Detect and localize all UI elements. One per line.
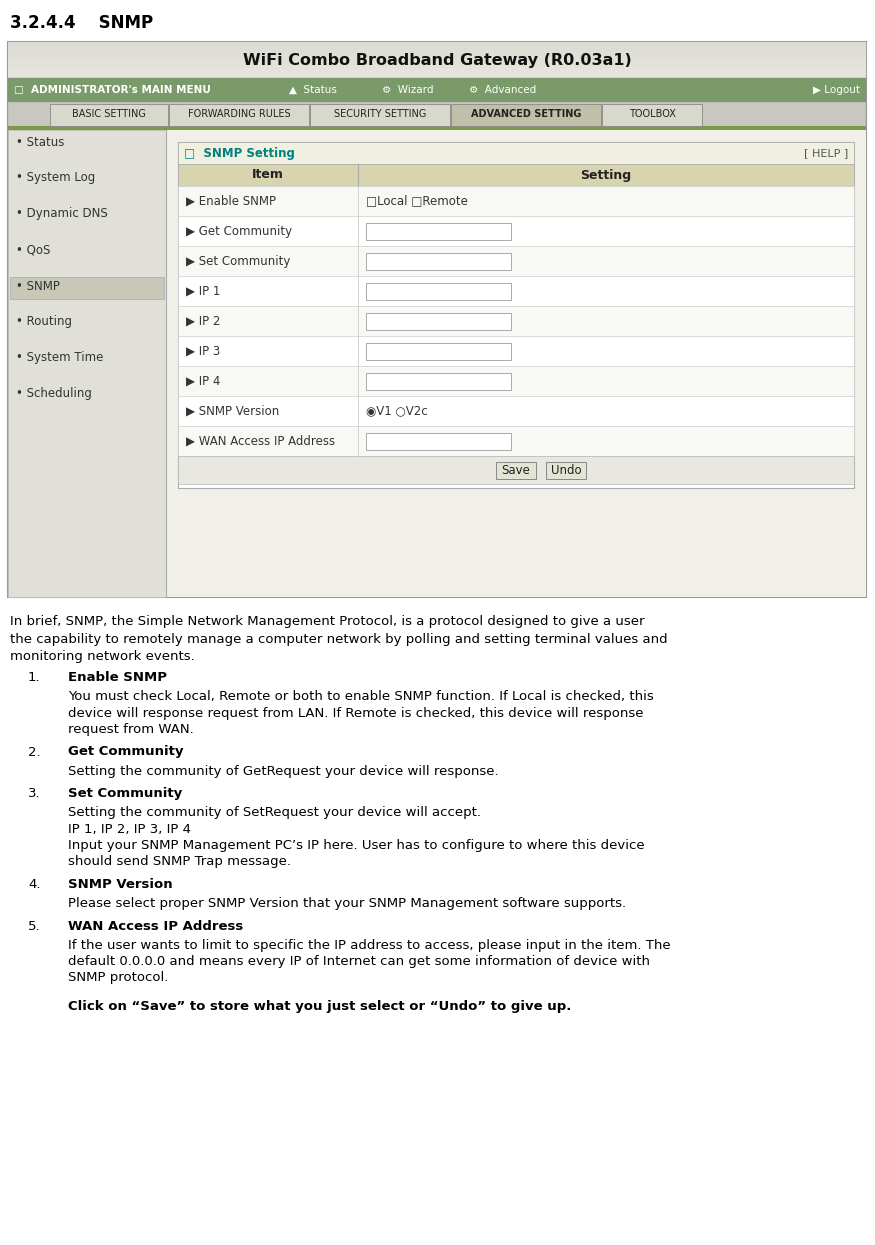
Bar bbox=[8, 102, 866, 129]
Text: ▶ IP 2: ▶ IP 2 bbox=[186, 315, 220, 327]
Text: Undo: Undo bbox=[550, 463, 581, 477]
Text: 2.: 2. bbox=[28, 746, 40, 758]
Text: TOOLBOX: TOOLBOX bbox=[628, 110, 676, 120]
Bar bbox=[178, 426, 854, 456]
Text: • QoS: • QoS bbox=[16, 244, 51, 256]
Text: should send SNMP Trap message.: should send SNMP Trap message. bbox=[68, 855, 291, 869]
Text: In brief, SNMP, the Simple Network Management Protocol, is a protocol designed t: In brief, SNMP, the Simple Network Manag… bbox=[10, 615, 668, 664]
Text: Save: Save bbox=[501, 463, 530, 477]
Text: ◉V1 ○V2c: ◉V1 ○V2c bbox=[366, 405, 428, 417]
Text: SECURITY SETTING: SECURITY SETTING bbox=[334, 110, 426, 120]
Text: If the user wants to limit to specific the IP address to access, please input in: If the user wants to limit to specific t… bbox=[68, 939, 670, 951]
Text: ▶ SNMP Version: ▶ SNMP Version bbox=[186, 405, 279, 417]
Text: ⚙  Advanced: ⚙ Advanced bbox=[469, 85, 536, 95]
Text: • Routing: • Routing bbox=[16, 315, 72, 329]
Bar bbox=[366, 432, 511, 449]
Text: You must check Local, Remote or both to enable SNMP function. If Local is checke: You must check Local, Remote or both to … bbox=[68, 690, 654, 703]
Text: WiFi Combo Broadband Gateway (R0.03a1): WiFi Combo Broadband Gateway (R0.03a1) bbox=[242, 52, 632, 67]
Text: 3.2.4.4    SNMP: 3.2.4.4 SNMP bbox=[10, 14, 153, 32]
Text: ▶ Get Community: ▶ Get Community bbox=[186, 224, 292, 238]
Text: ▶ Set Community: ▶ Set Community bbox=[186, 254, 290, 268]
Text: • System Time: • System Time bbox=[16, 351, 103, 365]
Bar bbox=[10, 276, 164, 299]
Bar bbox=[178, 164, 854, 186]
Bar bbox=[451, 105, 601, 126]
Text: ▶ IP 4: ▶ IP 4 bbox=[186, 375, 220, 387]
Text: ▶ Enable SNMP: ▶ Enable SNMP bbox=[186, 194, 276, 208]
Bar bbox=[366, 312, 511, 330]
Text: default 0.0.0.0 and means every IP of Internet can get some information of devic: default 0.0.0.0 and means every IP of In… bbox=[68, 955, 650, 969]
Text: ⚙  Wizard: ⚙ Wizard bbox=[382, 85, 434, 95]
Text: Setting the community of GetRequest your device will response.: Setting the community of GetRequest your… bbox=[68, 764, 499, 777]
Text: □Local □Remote: □Local □Remote bbox=[366, 194, 468, 208]
Bar bbox=[178, 336, 854, 366]
Text: Get Community: Get Community bbox=[68, 746, 184, 758]
Bar bbox=[546, 462, 586, 478]
Text: Set Community: Set Community bbox=[68, 787, 182, 801]
Bar bbox=[8, 42, 866, 78]
Text: □  ADMINISTRATOR's MAIN MENU: □ ADMINISTRATOR's MAIN MENU bbox=[14, 85, 211, 95]
Text: ▶ IP 1: ▶ IP 1 bbox=[186, 285, 220, 298]
Text: SNMP Version: SNMP Version bbox=[68, 878, 172, 891]
Text: WAN Access IP Address: WAN Access IP Address bbox=[68, 920, 243, 933]
Bar bbox=[8, 129, 166, 598]
Text: Item: Item bbox=[252, 168, 284, 182]
Text: Click on “Save” to store what you just select or “Undo” to give up.: Click on “Save” to store what you just s… bbox=[68, 1000, 571, 1013]
Bar bbox=[178, 142, 854, 488]
Text: SNMP protocol.: SNMP protocol. bbox=[68, 971, 168, 985]
Text: FORWARDING RULES: FORWARDING RULES bbox=[188, 110, 290, 120]
Text: • Status: • Status bbox=[16, 136, 65, 148]
Text: Setting the community of SetRequest your device will accept.: Setting the community of SetRequest your… bbox=[68, 806, 481, 819]
Bar bbox=[366, 253, 511, 269]
Bar bbox=[602, 105, 702, 126]
Bar bbox=[366, 372, 511, 390]
Bar bbox=[178, 396, 854, 426]
Text: • SNMP: • SNMP bbox=[16, 279, 60, 293]
Text: 3.: 3. bbox=[28, 787, 40, 801]
Bar bbox=[8, 126, 866, 129]
Bar bbox=[166, 129, 866, 598]
Text: • Scheduling: • Scheduling bbox=[16, 387, 92, 401]
Text: 1.: 1. bbox=[28, 671, 40, 684]
Text: Input your SNMP Management PC’s IP here. User has to configure to where this dev: Input your SNMP Management PC’s IP here.… bbox=[68, 839, 645, 852]
Text: Setting: Setting bbox=[580, 168, 632, 182]
Bar bbox=[178, 215, 854, 247]
Bar bbox=[366, 223, 511, 239]
Bar bbox=[178, 276, 854, 306]
Text: • System Log: • System Log bbox=[16, 172, 95, 184]
Bar bbox=[50, 105, 168, 126]
Bar bbox=[8, 42, 866, 598]
Text: request from WAN.: request from WAN. bbox=[68, 723, 193, 736]
Bar bbox=[178, 142, 854, 164]
Bar bbox=[178, 306, 854, 336]
Text: [ HELP ]: [ HELP ] bbox=[804, 148, 848, 158]
Text: 5.: 5. bbox=[28, 920, 40, 933]
Bar bbox=[178, 247, 854, 276]
Text: ▶ WAN Access IP Address: ▶ WAN Access IP Address bbox=[186, 435, 335, 447]
Text: ▶ IP 3: ▶ IP 3 bbox=[186, 345, 220, 357]
Bar bbox=[178, 186, 854, 215]
Text: □  SNMP Setting: □ SNMP Setting bbox=[184, 147, 295, 159]
Bar bbox=[178, 456, 854, 484]
Text: BASIC SETTING: BASIC SETTING bbox=[72, 110, 146, 120]
Bar bbox=[366, 283, 511, 300]
Bar bbox=[169, 105, 309, 126]
Text: Enable SNMP: Enable SNMP bbox=[68, 671, 167, 684]
Text: • Dynamic DNS: • Dynamic DNS bbox=[16, 208, 108, 220]
Text: ▲  Status: ▲ Status bbox=[289, 85, 337, 95]
Text: Please select proper SNMP Version that your SNMP Management software supports.: Please select proper SNMP Version that y… bbox=[68, 896, 626, 910]
Bar bbox=[366, 342, 511, 360]
Text: ▶ Logout: ▶ Logout bbox=[813, 85, 860, 95]
Text: 4.: 4. bbox=[28, 878, 40, 891]
Text: IP 1, IP 2, IP 3, IP 4: IP 1, IP 2, IP 3, IP 4 bbox=[68, 823, 191, 835]
Bar bbox=[178, 366, 854, 396]
Bar bbox=[8, 78, 866, 102]
Bar bbox=[496, 462, 536, 478]
Text: device will response request from LAN. If Remote is checked, this device will re: device will response request from LAN. I… bbox=[68, 706, 643, 720]
Text: ADVANCED SETTING: ADVANCED SETTING bbox=[471, 110, 581, 120]
Bar bbox=[310, 105, 450, 126]
